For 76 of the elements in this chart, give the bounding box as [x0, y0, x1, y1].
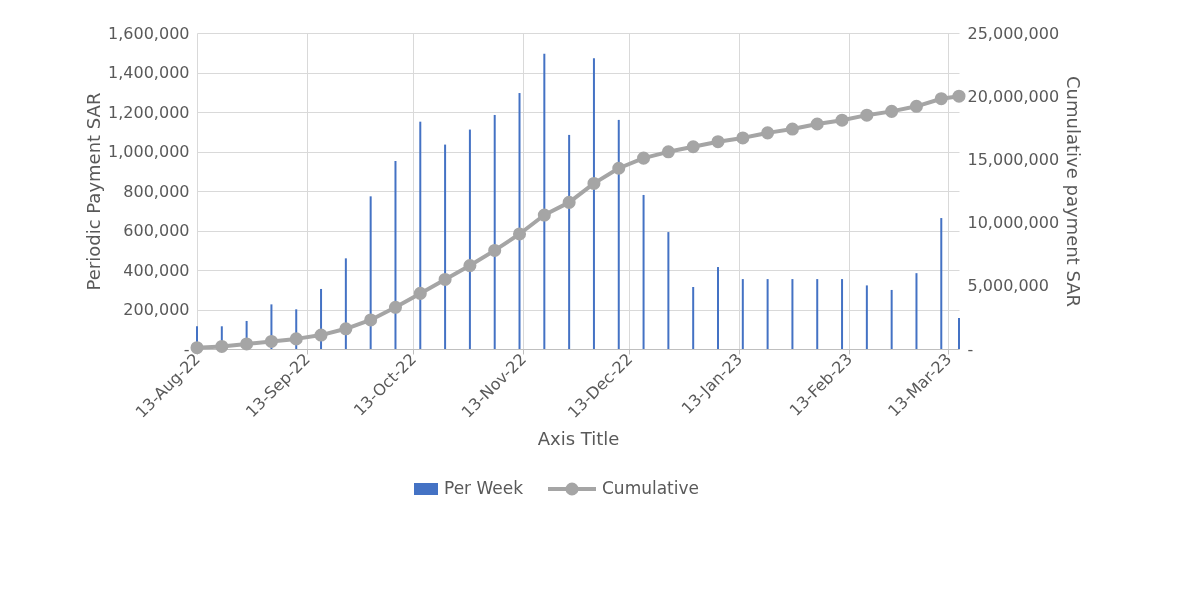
point — [860, 108, 874, 122]
point — [438, 272, 452, 286]
bar — [369, 196, 372, 349]
bar — [493, 114, 496, 349]
y2-tick-label: 20,000,000 — [967, 86, 1060, 106]
point — [364, 313, 378, 327]
bar — [617, 119, 620, 349]
point — [388, 300, 402, 314]
point — [686, 140, 700, 154]
point — [785, 122, 799, 136]
point — [835, 113, 849, 127]
bar — [568, 134, 571, 349]
y-tick-label: 800,000 — [123, 181, 190, 201]
bar — [543, 53, 546, 349]
point — [215, 339, 229, 353]
point — [587, 176, 601, 190]
point — [612, 161, 626, 175]
y-tick-label: 1,600,000 — [108, 23, 190, 43]
bar — [717, 267, 719, 349]
point — [736, 131, 750, 145]
y-tick-label: 1,400,000 — [108, 63, 190, 82]
point — [661, 145, 675, 159]
point — [488, 243, 502, 257]
bar — [741, 279, 744, 349]
point — [190, 341, 204, 355]
y-axis-title: Periodic Payment SAR — [83, 92, 105, 291]
point — [413, 286, 427, 300]
point — [513, 227, 527, 241]
bar — [915, 273, 918, 349]
bar — [394, 160, 397, 349]
legend-label: Per Week — [444, 478, 524, 498]
point — [761, 126, 775, 140]
y2-tick-label: 10,000,000 — [967, 213, 1060, 233]
bar — [444, 144, 447, 349]
point — [952, 89, 966, 103]
point — [562, 195, 576, 209]
y-tick-label: 600,000 — [123, 221, 190, 240]
bar — [865, 285, 868, 349]
x-axis-title: Axis Title — [537, 428, 620, 450]
point — [463, 259, 477, 273]
point — [339, 322, 353, 336]
bar — [692, 286, 695, 349]
y2-tick-label: 15,000,000 — [967, 149, 1060, 169]
y2-tick-label: 25,000,000 — [967, 23, 1060, 43]
point — [314, 328, 328, 342]
y2-axis-title: Cumulative payment SAR — [1063, 76, 1085, 307]
bar — [958, 317, 960, 349]
point — [711, 135, 725, 149]
point — [537, 208, 551, 222]
point — [885, 104, 899, 118]
bar — [841, 279, 844, 349]
bar — [667, 232, 670, 349]
y-tick-label: 400,000 — [123, 260, 190, 280]
legend-label: Cumulative — [602, 478, 700, 498]
bar — [468, 129, 471, 349]
bar — [890, 289, 893, 349]
point — [934, 92, 948, 106]
bar — [766, 279, 769, 349]
point — [264, 334, 278, 348]
point — [289, 332, 303, 346]
y2-tick-label: 5,000,000 — [967, 276, 1049, 296]
bar — [642, 194, 645, 349]
bar — [518, 93, 521, 349]
bar — [791, 279, 794, 349]
point — [240, 337, 254, 351]
point — [909, 99, 923, 113]
bar — [419, 121, 422, 349]
point — [637, 151, 651, 165]
y-tick-label: 1,000,000 — [108, 142, 190, 161]
y-tick-label: 1,200,000 — [108, 102, 190, 122]
point — [810, 117, 824, 131]
bar — [592, 58, 595, 349]
bar — [940, 218, 943, 349]
bar — [816, 279, 819, 349]
y-tick-label: 200,000 — [123, 300, 190, 319]
y2-tick-label: - — [967, 339, 974, 359]
